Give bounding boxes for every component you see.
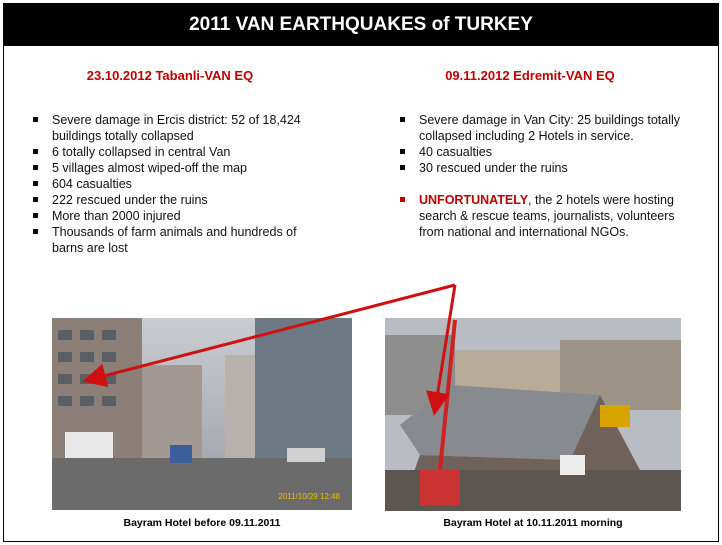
left-photo: [52, 318, 352, 510]
left-caption: Bayram Hotel before 09.11.2011: [52, 517, 352, 529]
slide: 2011 VAN EARTHQUAKES of TURKEY 23.10.201…: [0, 0, 722, 545]
right-photo: [385, 318, 681, 511]
right-caption: Bayram Hotel at 10.11.2011 morning: [385, 517, 681, 529]
photo-timestamp: 2011/10/29 12:48: [278, 492, 340, 501]
photos-and-arrows: 2011/10/29 12:48: [0, 0, 722, 545]
